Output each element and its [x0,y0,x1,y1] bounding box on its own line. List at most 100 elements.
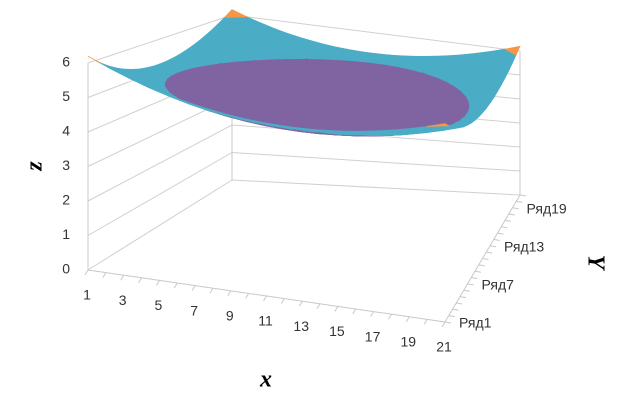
surface-patch [151,63,177,73]
surface-patch [87,55,102,64]
x-tick [173,282,178,289]
surface-patch [380,121,402,127]
surface-patch [403,72,425,82]
surface-patch [265,107,290,113]
x-tick [352,308,357,315]
y-tick-label: Ряд19 [527,200,567,216]
y-tick [501,226,508,229]
surface-patch [419,93,441,102]
surface-patch [267,28,290,38]
y-tick [489,245,497,248]
surface-patch [198,72,222,80]
surface-patch [248,119,273,127]
surface-patch [340,48,362,59]
z-tick-label: 5 [62,88,70,104]
surface-patch [223,89,248,96]
surface-patch [454,120,476,127]
x-tick-label: 17 [365,328,381,344]
surface-patch [457,52,477,64]
z-tick-label: 4 [62,123,70,139]
surface-patch [465,87,487,98]
surface-patch [174,93,199,102]
y-tick [478,264,485,267]
surface-patch [416,115,439,123]
surface-patch [277,61,300,69]
surface-patch [239,94,263,101]
surface-patch [446,77,465,85]
surface-patch [389,112,412,119]
surface-patch [266,122,290,129]
y-tick [486,251,493,254]
surface-patch [323,72,345,81]
surface-patch [364,121,386,127]
surface-patch [227,101,251,108]
surface-patch [338,75,360,84]
surface-patch [355,51,377,61]
surface-patch [277,99,301,105]
surface-patch [159,91,184,103]
surface-patch [397,121,419,127]
surface-patch [286,72,309,80]
surface-patch [302,128,326,133]
surface-patch [195,36,219,46]
surface-patch [225,112,249,118]
y-tick-label: Ряд13 [504,239,544,255]
surface-patch [261,95,285,101]
surface-patch [238,109,261,115]
surface-patch [505,45,521,53]
surface-patch [326,89,349,97]
surface-patch [342,133,366,136]
surface-patch [119,72,145,85]
surface-patch [360,133,383,136]
surface-patch [462,112,483,121]
y-tick [508,213,515,216]
z-tick-label: 0 [62,261,70,277]
surface-patch [383,101,405,109]
surface-patch [258,80,282,87]
surface-patch [430,126,453,131]
surface-patch [332,82,355,90]
surface-patch [337,127,360,131]
x-tick [209,287,214,294]
x-tick-label: 7 [190,302,198,318]
surface-patch [249,69,273,76]
surface-patch [481,84,502,96]
surface-patch [458,116,479,124]
surface-patch [342,91,364,99]
surface-patch [373,130,396,134]
y-tick [471,277,478,280]
surface-patch [424,86,445,96]
surface-patch [363,86,385,94]
y-tick [497,232,504,235]
surface-patch [269,49,292,58]
surface-patch [413,55,434,66]
surface-patch [353,77,375,86]
surface-patch [369,53,391,63]
surface-patch [182,64,196,70]
surface-patch [466,94,483,101]
surface-patch [398,80,420,89]
surface-patch [326,123,349,127]
x-tick [298,300,303,307]
x-tick [423,319,428,325]
x-tick [245,293,250,299]
surface-patch [478,65,498,77]
surface-patch [343,67,366,77]
surface-patch [244,106,267,112]
surface-patch [463,67,484,79]
surface-patch [191,76,216,84]
surface-patch [378,107,401,114]
surface-patch [328,65,351,74]
surface-patch [188,91,212,99]
surface-patch [373,112,396,119]
surface-patch [414,100,436,108]
surface-patch [284,125,308,132]
surface-patch [368,100,390,108]
x-tick [263,295,267,302]
surface-patch [254,113,278,119]
x-tick-label: 5 [155,297,163,313]
surface-patch [341,110,364,117]
x-tick [280,298,285,304]
surface-patch [205,67,229,76]
y-tick [474,270,482,273]
